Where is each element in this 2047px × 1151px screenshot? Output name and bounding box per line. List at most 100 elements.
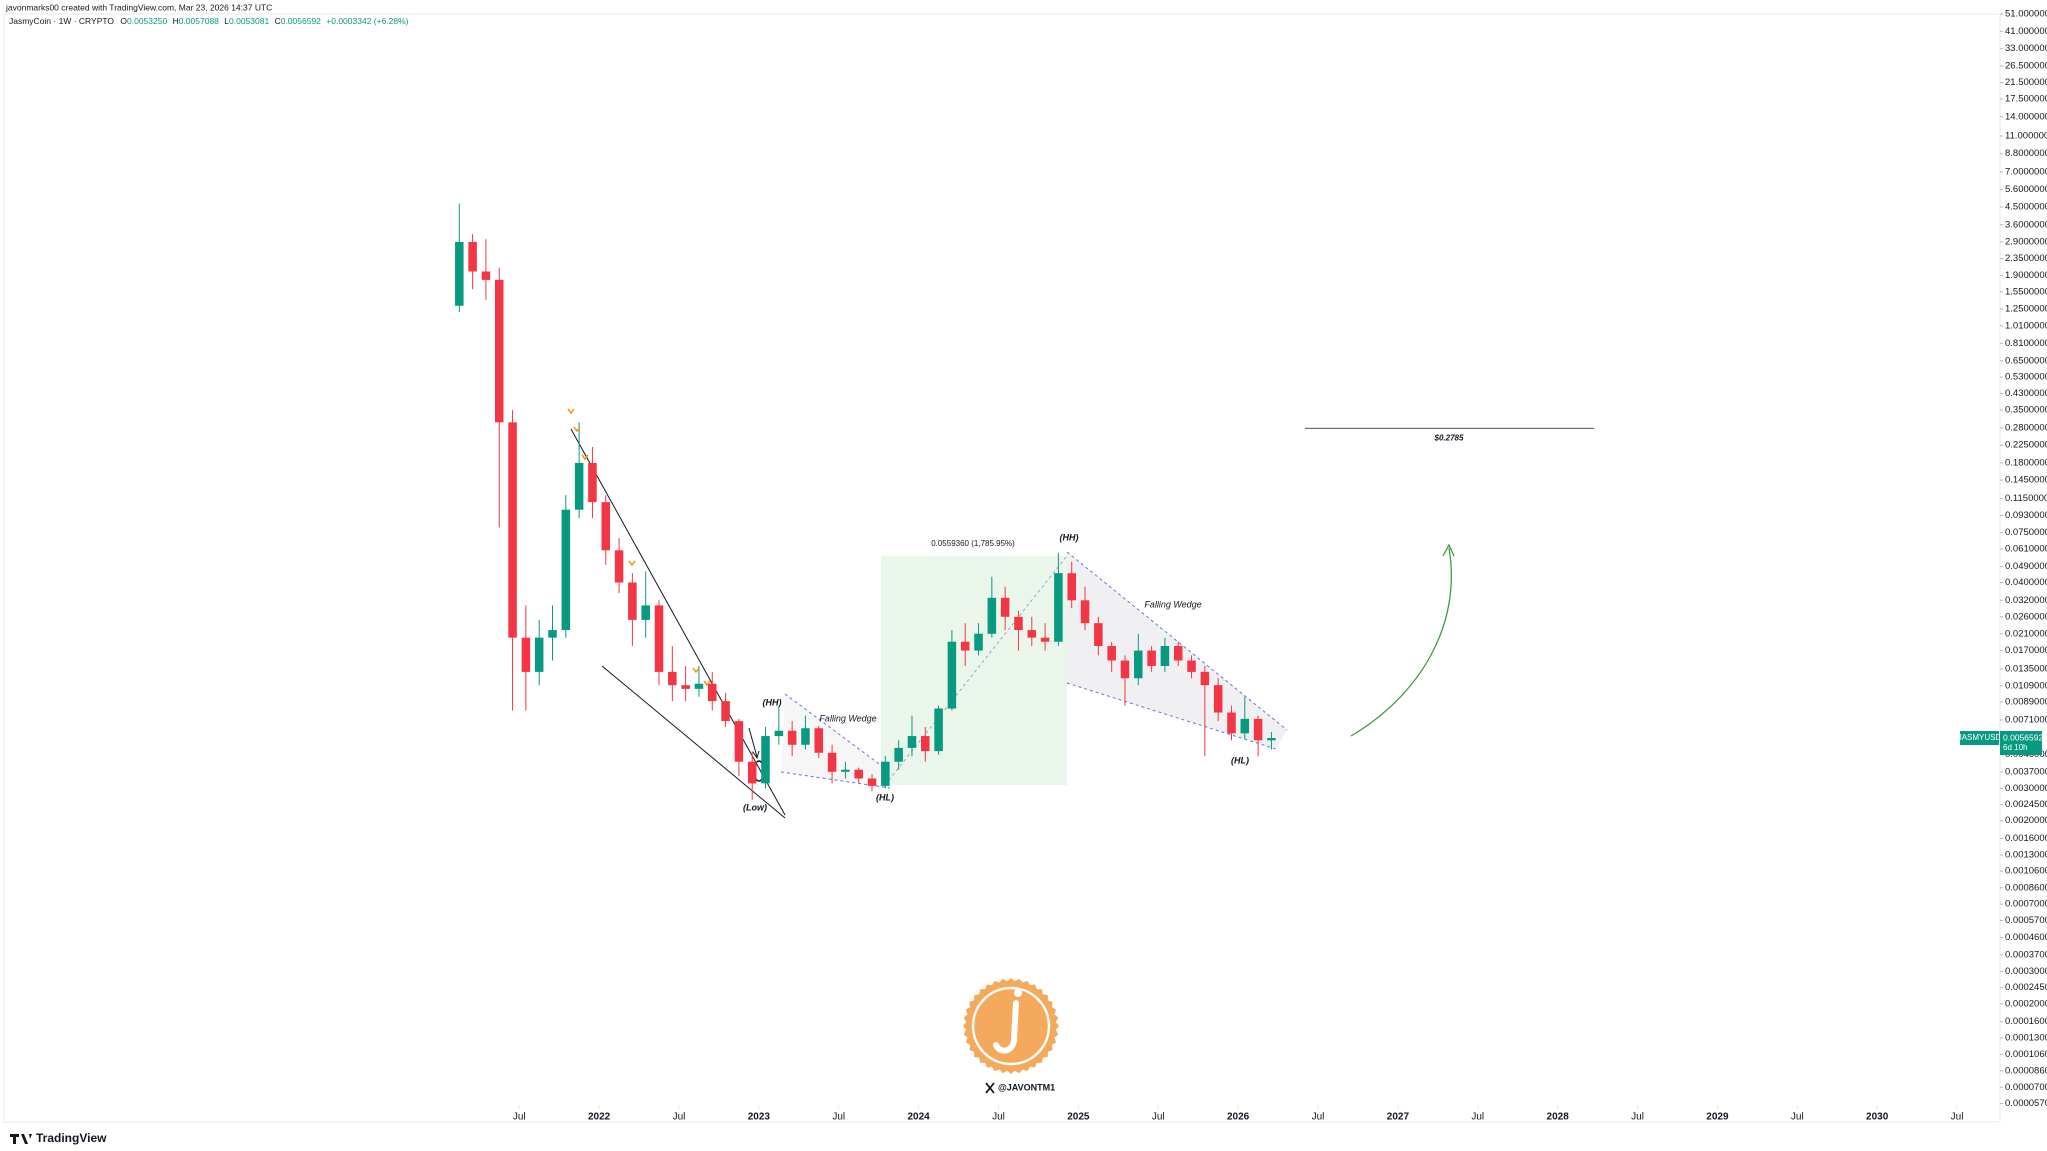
y-tick-label: 0.0260000	[2005, 611, 2047, 622]
y-tick-label: 17.5000000	[2005, 94, 2047, 105]
annotation: (Low)	[743, 802, 767, 812]
candle-body	[814, 728, 824, 753]
y-tick-label: 0.0002450	[2005, 982, 2047, 993]
y-tick-label: 41.0000000	[2005, 26, 2047, 37]
candle-body	[1120, 660, 1130, 679]
y-tick-label: 0.0003700	[2005, 949, 2047, 960]
y-tick-label: 0.0007000	[2005, 899, 2047, 910]
measure-label: 0.0559360 (1,785.95%)	[931, 539, 1015, 548]
peak-marker	[628, 560, 636, 567]
y-tick-label: 0.0750000	[2005, 527, 2047, 538]
y-tick-label: 1.2500000	[2005, 303, 2047, 314]
candle-body	[960, 641, 970, 651]
x-tick-label: Jul	[673, 1112, 686, 1123]
candle-body	[827, 752, 837, 772]
logo-dot	[1014, 989, 1022, 997]
last-price-label: 0.0056592	[2003, 732, 2043, 742]
y-tick-label: 11.0000000	[2005, 130, 2047, 141]
x-tick-label: Jul	[992, 1112, 1005, 1123]
candle-body	[1080, 600, 1090, 624]
candle-body	[654, 605, 664, 672]
candle-body	[455, 241, 464, 306]
candle-body	[881, 761, 890, 786]
logo: @JAVONTM1	[963, 978, 1059, 1094]
countdown: 6d 10h	[2003, 743, 2027, 752]
x-tick-label: 2023	[748, 1112, 771, 1123]
candle-body	[867, 778, 877, 786]
candle-body	[494, 279, 504, 423]
candle-body	[801, 728, 810, 745]
pointer-arrow-head	[752, 750, 760, 760]
wedge-line	[1066, 551, 1288, 731]
candle-body	[1253, 718, 1263, 741]
candle-body	[854, 769, 863, 779]
candle-body	[561, 509, 571, 631]
candle-body	[1173, 646, 1183, 661]
logo-ring	[971, 986, 1051, 1066]
y-tick-label: 14.0000000	[2005, 111, 2047, 122]
y-tick-label: 0.8100000	[2005, 338, 2047, 349]
candle-body	[841, 769, 850, 772]
wedge-fill	[781, 694, 890, 788]
candle-body	[1267, 738, 1276, 741]
candle-body	[894, 747, 903, 762]
y-tick-label: 0.0030000	[2005, 783, 2047, 794]
candle-body	[1067, 573, 1076, 601]
ohlc-line: JasmyCoin · 1W · CRYPTO O0.0053250 H0.00…	[9, 16, 409, 26]
candle-body	[521, 637, 531, 672]
x-tick-label: Jul	[1471, 1112, 1484, 1123]
change: +0.0003342 (+6.28%)	[326, 16, 408, 26]
candle-body	[907, 736, 917, 748]
annotation: (HH)	[763, 697, 782, 707]
y-tick-label: 0.0000570	[2005, 1098, 2047, 1109]
y-tick-label: 4.5000000	[2005, 202, 2047, 213]
symbol-label-box	[1960, 731, 1999, 746]
candle-body	[628, 582, 637, 620]
y-tick-label: 0.0490000	[2005, 561, 2047, 572]
x-tick-label: Jul	[1631, 1112, 1644, 1123]
candle-body	[588, 462, 597, 503]
y-tick-label: 0.1150000	[2005, 493, 2047, 504]
x-tick-label: Jul	[513, 1112, 526, 1123]
candle-body	[1187, 660, 1196, 672]
logo-edge	[963, 978, 1059, 1074]
candle-body	[694, 683, 704, 689]
candle-body	[1200, 671, 1210, 686]
y-tick-label: 0.0001060	[2005, 1049, 2047, 1060]
projection-arrow-head	[1442, 543, 1455, 557]
candle-body	[1240, 718, 1250, 734]
candle-body	[1014, 616, 1023, 631]
candle-body	[1147, 650, 1156, 667]
candle-body	[601, 502, 611, 551]
y-tick-label: 51.0000000	[2005, 9, 2047, 20]
logo-letter	[993, 1000, 1019, 1054]
target-label: $0.2785	[1434, 433, 1464, 442]
y-tick-label: 0.0135000	[2005, 663, 2047, 674]
candle-body	[481, 271, 491, 280]
candle-body	[1213, 685, 1223, 713]
annotation: Falling Wedge	[819, 713, 876, 723]
candle-body	[761, 736, 770, 784]
y-tick-label: 0.0001600	[2005, 1016, 2047, 1027]
y-tick-label: 0.0024500	[2005, 799, 2047, 810]
y-tick-label: 0.0001300	[2005, 1033, 2047, 1044]
pointer-arrow	[748, 727, 758, 758]
y-tick-label: 0.1800000	[2005, 457, 2047, 468]
ohlc-value: 0.0053250	[127, 16, 167, 26]
x-icon	[985, 1082, 995, 1094]
y-tick-label: 33.0000000	[2005, 43, 2047, 54]
candle-body	[1134, 650, 1143, 679]
y-tick-label: 0.0930000	[2005, 510, 2047, 521]
candle-body	[1054, 573, 1063, 642]
symbol: JasmyCoin · 1W · CRYPTO	[9, 16, 114, 26]
wedge-line	[601, 665, 786, 819]
wedge-line	[570, 428, 786, 816]
candle-body	[987, 597, 997, 634]
y-tick-label: 0.0010600	[2005, 866, 2047, 877]
y-tick-label: 0.0002000	[2005, 998, 2047, 1009]
annotation: (HH)	[1060, 532, 1079, 542]
y-tick-label: 0.0170000	[2005, 645, 2047, 656]
y-tick-label: 1.9000000	[2005, 270, 2047, 281]
x-tick-label: 2030	[1866, 1112, 1889, 1123]
